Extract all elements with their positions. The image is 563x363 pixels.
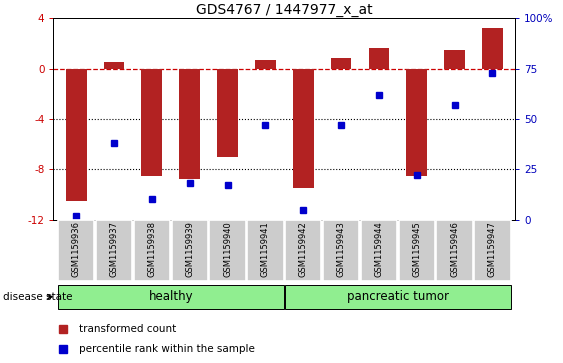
Text: GSM1159937: GSM1159937: [110, 221, 119, 277]
Text: GSM1159946: GSM1159946: [450, 221, 459, 277]
Bar: [436, 220, 473, 281]
Text: GSM1159938: GSM1159938: [148, 221, 157, 277]
Text: GSM1159940: GSM1159940: [223, 221, 232, 277]
Bar: [369, 48, 390, 69]
Text: GSM1159947: GSM1159947: [488, 221, 497, 277]
Text: GSM1159943: GSM1159943: [337, 221, 346, 277]
Bar: [323, 220, 359, 281]
Bar: [361, 220, 397, 281]
Bar: [179, 69, 200, 179]
Bar: [247, 220, 284, 281]
Text: healthy: healthy: [149, 290, 193, 303]
Bar: [406, 69, 427, 176]
Bar: [172, 220, 208, 281]
Bar: [255, 60, 276, 69]
Text: GSM1159942: GSM1159942: [299, 221, 308, 277]
Text: GSM1159945: GSM1159945: [412, 221, 421, 277]
Text: percentile rank within the sample: percentile rank within the sample: [79, 344, 254, 354]
Text: GSM1159944: GSM1159944: [374, 221, 383, 277]
Text: pancreatic tumor: pancreatic tumor: [347, 290, 449, 303]
Text: GSM1159941: GSM1159941: [261, 221, 270, 277]
Title: GDS4767 / 1447977_x_at: GDS4767 / 1447977_x_at: [196, 3, 373, 17]
Bar: [399, 220, 435, 281]
Bar: [104, 62, 124, 69]
Text: transformed count: transformed count: [79, 325, 176, 334]
Bar: [133, 220, 170, 281]
Text: GSM1159936: GSM1159936: [72, 221, 81, 277]
Bar: [444, 50, 465, 69]
Bar: [141, 69, 162, 176]
Bar: [293, 69, 314, 188]
Text: disease state: disease state: [3, 292, 72, 302]
Bar: [96, 220, 132, 281]
Bar: [474, 220, 511, 281]
Bar: [217, 69, 238, 157]
Bar: [285, 285, 511, 309]
Bar: [285, 220, 321, 281]
Bar: [58, 220, 95, 281]
Bar: [482, 28, 503, 69]
Bar: [330, 58, 351, 69]
Bar: [58, 285, 284, 309]
Bar: [209, 220, 245, 281]
Text: GSM1159939: GSM1159939: [185, 221, 194, 277]
Bar: [66, 69, 87, 201]
